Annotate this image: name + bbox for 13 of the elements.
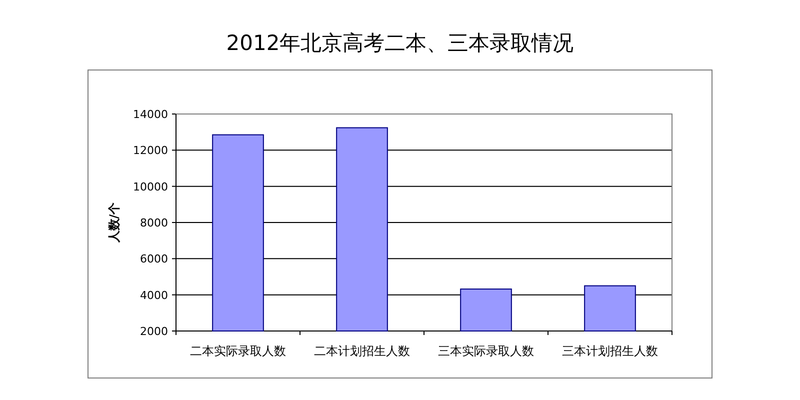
x-tick-label: 二本实际录取人数 <box>190 344 286 358</box>
chart-title: 2012年北京高考二本、三本录取情况 <box>226 31 574 55</box>
y-tick-label: 2000 <box>140 325 168 338</box>
y-tick-label: 4000 <box>140 288 168 302</box>
x-tick-label: 二本计划招生人数 <box>314 344 410 358</box>
y-tick-label: 8000 <box>140 216 168 230</box>
y-tick-label: 12000 <box>133 144 168 158</box>
y-tick-label: 10000 <box>133 180 168 194</box>
x-tick-label: 三本实际录取人数 <box>438 344 534 358</box>
y-tick-label: 6000 <box>140 252 168 266</box>
x-tick-label: 三本计划招生人数 <box>562 344 658 358</box>
y-tick-label: 14000 <box>133 108 168 121</box>
y-axis-title: 人数/个 <box>107 201 121 244</box>
